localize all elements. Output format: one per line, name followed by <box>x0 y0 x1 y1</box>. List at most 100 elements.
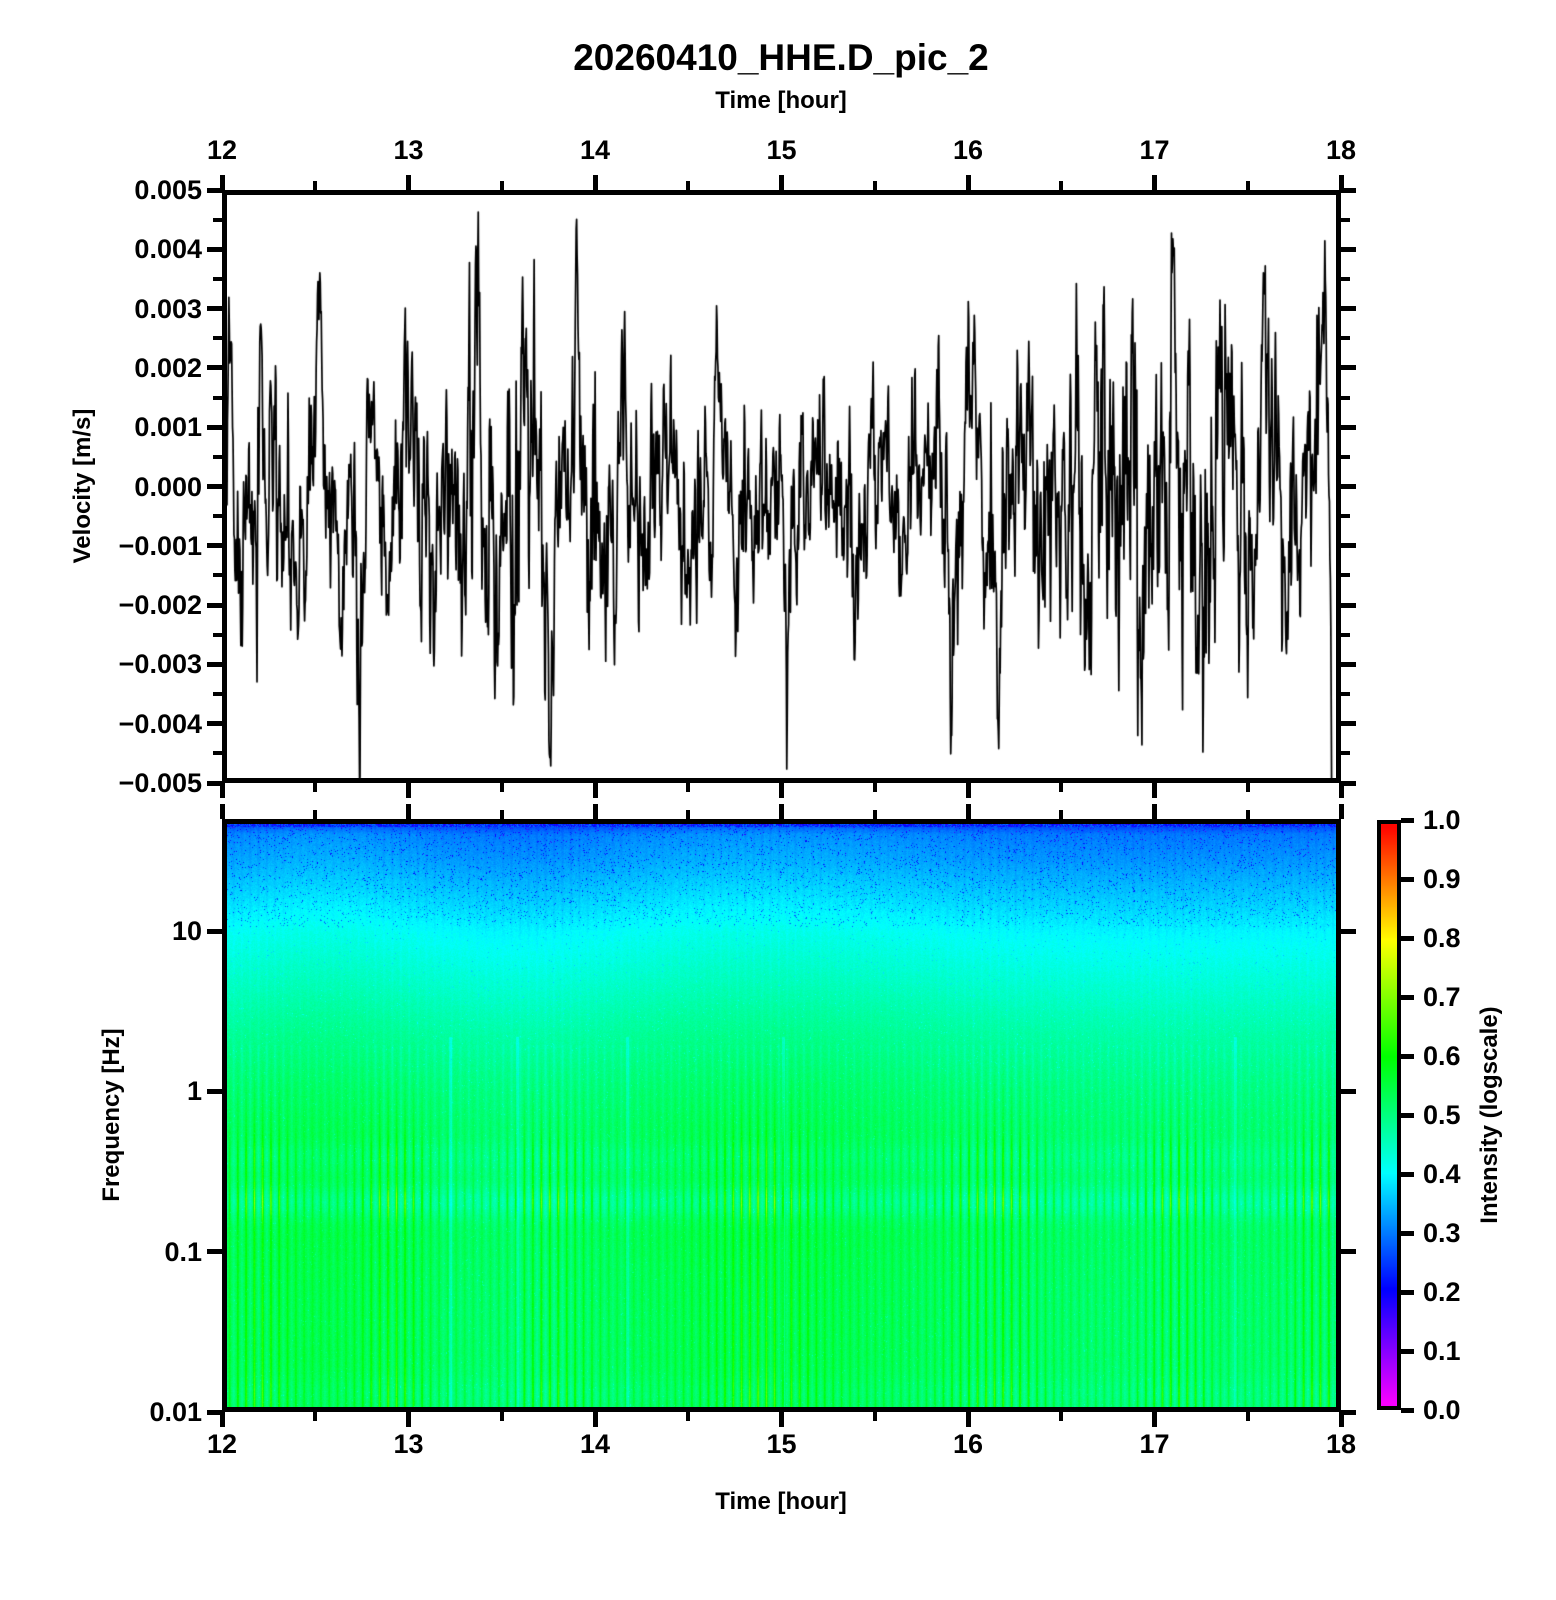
colorbar-tick-label: 0.0 <box>1423 1395 1461 1425</box>
tick-mark <box>1059 1412 1064 1421</box>
tick-mark <box>1341 573 1350 578</box>
velocity-tick-label: 0.002 <box>134 352 202 383</box>
colorbar-border <box>1377 820 1401 1410</box>
tick-mark <box>207 1249 222 1255</box>
tick-mark <box>1152 175 1157 190</box>
velocity-tick-label: −0.001 <box>118 530 202 561</box>
figure-title: 20260410_HHE.D_pic_2 <box>573 37 989 78</box>
frequency-tick-label: 0.1 <box>164 1236 202 1267</box>
tick-mark <box>1059 181 1064 190</box>
tick-mark <box>207 365 222 371</box>
bottom-x-tick-label: 16 <box>952 1429 984 1459</box>
tick-mark <box>207 484 222 489</box>
tick-mark <box>1401 876 1414 882</box>
tick-mark <box>1341 217 1350 222</box>
tick-mark <box>213 276 222 281</box>
tick-mark <box>1341 187 1356 193</box>
tick-mark <box>207 602 222 608</box>
tick-mark <box>1341 1409 1356 1415</box>
tick-mark <box>1341 661 1356 667</box>
top-x-tick-label: 14 <box>579 135 611 165</box>
tick-mark <box>499 783 504 792</box>
tick-mark <box>872 181 877 190</box>
tick-mark <box>207 187 222 193</box>
tick-mark <box>779 175 784 190</box>
tick-mark <box>1341 721 1356 727</box>
velocity-tick-label: 0.001 <box>134 412 202 443</box>
tick-mark <box>219 175 225 190</box>
tick-mark <box>1401 935 1414 941</box>
colorbar-tick-label: 0.2 <box>1423 1277 1461 1307</box>
tick-mark <box>1341 454 1350 459</box>
colorbar-tick-label: 0.4 <box>1423 1159 1461 1189</box>
tick-mark <box>499 181 504 190</box>
tick-mark <box>965 804 971 819</box>
tick-mark <box>1341 632 1350 637</box>
velocity-tick-label: 0.000 <box>134 471 202 502</box>
tick-mark <box>207 424 222 430</box>
colorbar-tick-label: 0.8 <box>1423 923 1461 953</box>
tick-mark <box>1341 751 1350 756</box>
tick-mark <box>1338 1412 1344 1427</box>
tick-mark <box>1341 1088 1356 1094</box>
colorbar-tick-label: 1.0 <box>1423 805 1461 835</box>
bottom-x-tick-label: 15 <box>766 1429 797 1459</box>
tick-mark <box>1401 1053 1414 1059</box>
tick-mark <box>1152 804 1157 819</box>
tick-mark <box>592 1412 598 1427</box>
tick-mark <box>207 1088 222 1094</box>
spectrogram-heatmap-canvas <box>227 824 1336 1407</box>
tick-mark <box>1245 181 1250 190</box>
tick-mark <box>1341 780 1356 786</box>
tick-mark <box>965 783 971 798</box>
tick-mark <box>1401 1230 1414 1236</box>
tick-mark <box>219 804 225 819</box>
tick-mark <box>406 804 411 819</box>
tick-mark <box>1401 1171 1414 1177</box>
colorbar-tick-label: 0.5 <box>1423 1100 1461 1130</box>
tick-mark <box>1401 1112 1414 1118</box>
tick-mark <box>1341 514 1350 519</box>
tick-mark <box>872 1412 877 1421</box>
tick-mark <box>406 175 411 190</box>
tick-mark <box>213 395 222 400</box>
tick-mark <box>779 783 784 798</box>
velocity-tick-label: −0.002 <box>118 590 202 621</box>
frequency-tick-label: 10 <box>171 916 202 947</box>
bottom-x-tick-label: 17 <box>1139 1429 1170 1459</box>
tick-mark <box>313 181 318 190</box>
tick-mark <box>213 573 222 578</box>
top-x-tick-label: 16 <box>952 135 984 165</box>
tick-mark <box>406 1412 411 1427</box>
waveform-plot-canvas <box>227 195 1336 778</box>
tick-mark <box>1245 783 1250 792</box>
tick-mark <box>219 783 225 798</box>
tick-mark <box>1059 810 1064 819</box>
tick-mark <box>1338 175 1344 190</box>
bottom-time-axis-label: Time [hour] <box>715 1488 847 1515</box>
tick-mark <box>965 175 971 190</box>
colorbar-tick-label: 0.6 <box>1423 1041 1461 1071</box>
tick-mark <box>779 804 784 819</box>
tick-mark <box>213 217 222 222</box>
velocity-tick-label: −0.005 <box>118 768 202 798</box>
tick-mark <box>1341 602 1356 608</box>
colorbar-gradient-canvas <box>1381 824 1397 1406</box>
tick-mark <box>592 175 598 190</box>
top-x-tick-label: 15 <box>766 135 797 165</box>
colorbar-tick-label: 0.7 <box>1423 982 1461 1012</box>
tick-mark <box>1338 783 1344 798</box>
spectrogram-panel-border <box>222 819 1341 1412</box>
tick-mark <box>1341 928 1356 934</box>
top-x-tick-label: 18 <box>1325 135 1357 165</box>
tick-mark <box>1152 783 1157 798</box>
tick-mark <box>207 1409 222 1415</box>
tick-mark <box>779 1412 784 1427</box>
tick-mark <box>1401 994 1414 1000</box>
waveform-panel-border <box>222 190 1341 783</box>
top-x-tick-label: 13 <box>393 135 424 165</box>
tick-mark <box>1338 804 1344 819</box>
tick-mark <box>686 810 691 819</box>
tick-mark <box>872 783 877 792</box>
